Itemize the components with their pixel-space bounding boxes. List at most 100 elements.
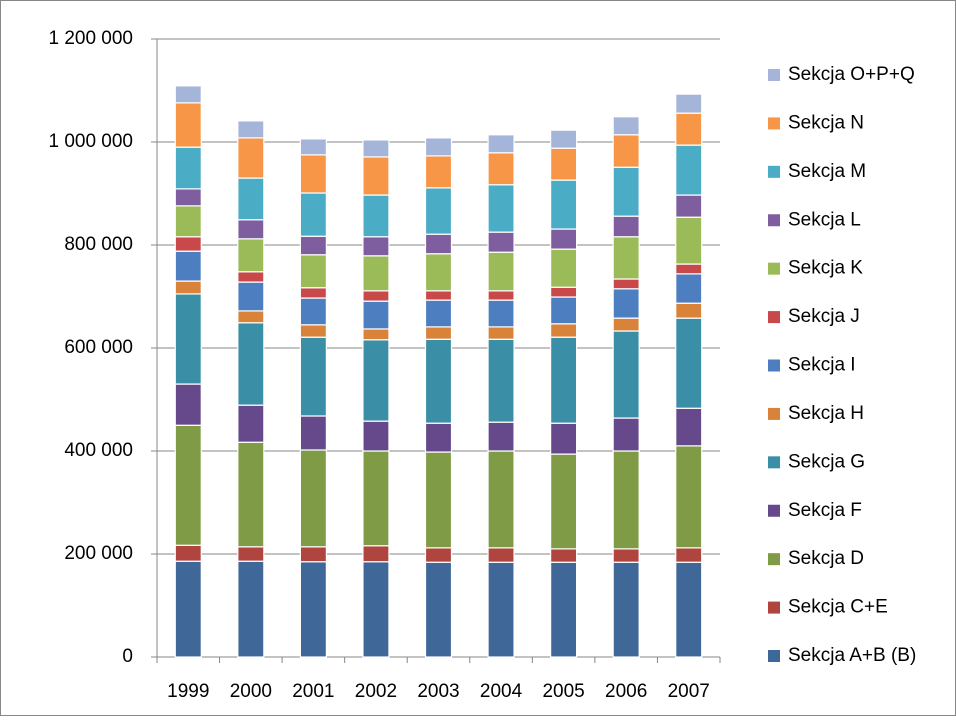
legend-swatch xyxy=(768,456,780,469)
legend-swatch xyxy=(768,69,780,81)
bar-segment xyxy=(237,546,265,562)
bar-segment xyxy=(237,238,265,273)
y-tick-label: 1 000 000 xyxy=(48,131,133,152)
bar-segment xyxy=(675,93,703,114)
legend-label: Sekcja H xyxy=(788,403,864,424)
bar-segment xyxy=(424,326,453,340)
bar-segment xyxy=(550,336,578,424)
bar-segment xyxy=(424,561,453,658)
bar-segment xyxy=(487,561,515,658)
bar-segment xyxy=(174,280,202,295)
legend-label: Sekcja O+P+Q xyxy=(788,64,915,85)
bar-segment xyxy=(362,561,390,658)
bar-segment xyxy=(237,219,265,240)
bar-segment xyxy=(424,547,453,563)
bar-segment xyxy=(362,328,390,341)
bar-segment xyxy=(299,546,327,563)
bar-segment xyxy=(299,154,327,194)
bar-segment xyxy=(675,561,703,658)
bar-segment xyxy=(612,166,640,217)
bar-segment xyxy=(487,326,515,340)
bar-segment xyxy=(675,273,703,304)
bar-segment xyxy=(612,278,640,290)
bar-segment xyxy=(174,188,202,207)
y-tick-label: 0 xyxy=(122,646,133,667)
bar-segment xyxy=(424,422,453,453)
bar-segment xyxy=(174,544,202,562)
bar-segment xyxy=(675,263,703,275)
bar-segment xyxy=(424,290,453,301)
bar-segment xyxy=(299,287,327,299)
x-tick-label: 1999 xyxy=(167,681,209,702)
bar-segment xyxy=(550,323,578,338)
legend-label: Sekcja N xyxy=(788,112,864,133)
legend-swatch xyxy=(768,407,780,420)
legend-label: Sekcja J xyxy=(788,306,860,327)
bar-segment xyxy=(299,561,327,658)
bar-segment xyxy=(487,251,515,292)
legend-label: Sekcja F xyxy=(788,500,862,521)
bar-segment xyxy=(299,138,327,156)
bar-segment xyxy=(299,254,327,289)
bar-segment xyxy=(362,339,390,422)
x-tick-label: 2005 xyxy=(542,681,584,702)
bar-segment xyxy=(550,248,578,288)
bar-segment xyxy=(612,116,640,136)
legend-label: Sekcja K xyxy=(788,258,863,279)
bar-segment xyxy=(487,290,515,301)
legend-label: Sekcja I xyxy=(788,355,856,376)
bar-segment xyxy=(237,271,265,283)
bar-segment xyxy=(612,330,640,419)
legend-swatch xyxy=(768,311,780,324)
bar-segment xyxy=(174,383,202,426)
bar-segment xyxy=(675,144,703,196)
bar-segment xyxy=(612,317,640,332)
bar-segment xyxy=(237,322,265,406)
bar-segment xyxy=(675,445,703,549)
bar-segment xyxy=(612,134,640,168)
bar-segment xyxy=(424,137,453,157)
bar-segment xyxy=(362,300,390,330)
x-tick-label: 2001 xyxy=(292,681,334,702)
bar-segment xyxy=(424,338,453,424)
bar-segment xyxy=(299,449,327,548)
x-tick-label: 2003 xyxy=(417,681,459,702)
legend-swatch xyxy=(768,650,780,662)
bar-segment xyxy=(550,561,578,658)
bar-segment xyxy=(424,253,453,292)
y-tick-label: 1 200 000 xyxy=(48,28,133,49)
legend-swatch xyxy=(768,165,780,178)
y-tick-label: 800 000 xyxy=(64,234,133,255)
x-tick-label: 2004 xyxy=(480,681,523,702)
bar-segment xyxy=(487,421,515,452)
bar-segment xyxy=(174,85,202,104)
bar-segment xyxy=(550,129,578,149)
bar-segment xyxy=(174,293,202,385)
x-tick-label: 2000 xyxy=(230,681,272,702)
bar-segment xyxy=(237,441,265,548)
bar-segment xyxy=(550,228,578,250)
bar-segment xyxy=(550,286,578,298)
bar-segment xyxy=(174,205,202,238)
bar-segment xyxy=(362,156,390,196)
bar-segment xyxy=(675,216,703,265)
bar-segment xyxy=(487,450,515,549)
bar-segment xyxy=(550,453,578,550)
bar-segment xyxy=(487,547,515,563)
bar-segment xyxy=(487,152,515,186)
bar-segment xyxy=(362,420,390,452)
bar-segment xyxy=(487,134,515,154)
legend-swatch xyxy=(768,553,780,566)
bar-segment xyxy=(550,296,578,325)
bar-segment xyxy=(362,290,390,302)
legend-label: Sekcja C+E xyxy=(788,597,888,618)
bar-segment xyxy=(487,299,515,328)
bar-segment xyxy=(675,194,703,218)
bar-segment xyxy=(299,336,327,417)
legend-label: Sekcja A+B (B) xyxy=(788,645,916,666)
bar-segment xyxy=(675,302,703,319)
bar-segment xyxy=(174,560,202,658)
legend-swatch xyxy=(768,262,780,275)
bar-segment xyxy=(487,184,515,233)
bar-segment xyxy=(362,139,390,158)
